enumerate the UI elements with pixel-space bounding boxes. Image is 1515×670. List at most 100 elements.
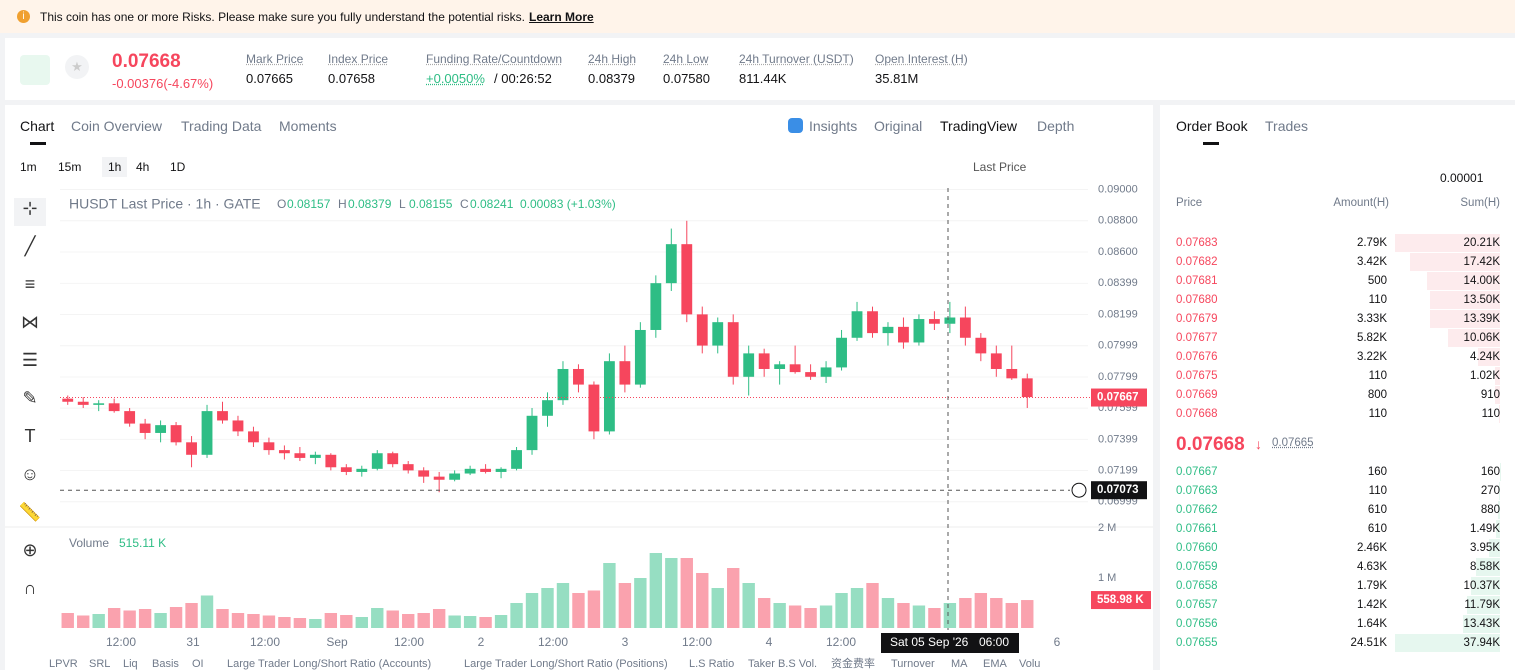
order-amount: 3.22K [1356, 351, 1387, 363]
ohlc-change: 0.00083 (+1.03%) [520, 197, 616, 211]
order-amount: 1.42K [1356, 599, 1387, 611]
drawing-tool[interactable]: ⊕ [22, 540, 38, 560]
candle-body [665, 244, 677, 284]
drawing-tool[interactable]: ✎ [22, 388, 38, 408]
drawing-tool[interactable]: ⋈ [21, 312, 39, 332]
order-price[interactable]: 0.07668 [1176, 408, 1218, 420]
candle-body [464, 468, 476, 474]
order-price[interactable]: 0.07679 [1176, 313, 1218, 325]
order-price[interactable]: 0.07659 [1176, 561, 1218, 573]
drawing-tool[interactable]: ⊹ [14, 198, 46, 226]
ohlc-key: H [338, 197, 347, 211]
chart-tab[interactable]: Trading Data [181, 118, 262, 134]
order-amount: 3.42K [1356, 256, 1387, 268]
volume-bar [432, 609, 446, 628]
volume-bar [959, 598, 972, 628]
order-sum: 910 [1480, 389, 1500, 401]
order-price[interactable]: 0.07681 [1176, 275, 1218, 287]
order-price[interactable]: 0.07669 [1176, 389, 1218, 401]
order-book-tab[interactable]: Trades [1265, 118, 1309, 134]
stat-value: 0.08379 [588, 71, 635, 86]
order-price[interactable]: 0.07663 [1176, 485, 1218, 497]
drawing-tool[interactable]: 📏 [18, 502, 42, 522]
order-price[interactable]: 0.07676 [1176, 351, 1218, 363]
drawing-tool[interactable]: ≡ [24, 274, 36, 294]
indicator-tab: EMA [983, 658, 1008, 670]
volume-bar [371, 608, 384, 628]
view-tab[interactable]: Original [874, 118, 923, 134]
order-price[interactable]: 0.07682 [1176, 256, 1218, 268]
last-price: 0.07668 [112, 51, 181, 72]
volume-bar [990, 598, 1003, 628]
x-tick-label: 12:00 [106, 635, 136, 649]
chart-tab[interactable]: Moments [279, 118, 337, 134]
chart-tab[interactable]: Coin Overview [71, 118, 163, 134]
drawing-tool[interactable]: T [24, 426, 36, 446]
candle-body [402, 464, 414, 471]
candle-body [356, 468, 368, 472]
candle-body [836, 337, 847, 368]
depth-bar [1495, 386, 1500, 404]
volume-value: 515.11 K [119, 536, 166, 550]
volume-bar [696, 573, 709, 628]
order-price[interactable]: 0.07677 [1176, 332, 1218, 344]
order-price[interactable]: 0.07662 [1176, 504, 1218, 516]
view-tab[interactable]: TradingView [940, 118, 1018, 134]
candle-body [124, 411, 136, 424]
candle-body [975, 337, 987, 354]
candle-body [201, 411, 213, 455]
interval-button[interactable]: 1h [102, 157, 128, 177]
price-type-select[interactable]: Last Price [973, 160, 1027, 174]
interval-button[interactable]: 1D [170, 160, 186, 174]
interval-button[interactable]: 15m [58, 160, 82, 174]
cursor-price-tag [1091, 481, 1147, 500]
interval-button[interactable]: 4h [136, 160, 150, 174]
order-amount: 110 [1368, 370, 1387, 382]
candle-body [217, 411, 228, 421]
volume-bar [123, 610, 136, 628]
learn-more-link[interactable]: Learn More [529, 10, 594, 24]
volume-bar [1005, 603, 1018, 628]
volume-bar [541, 588, 554, 628]
drawing-tool[interactable]: ╱ [24, 236, 36, 256]
drawing-tool[interactable]: ☺ [20, 464, 40, 484]
order-amount: 500 [1367, 275, 1387, 287]
order-price[interactable]: 0.07683 [1176, 237, 1218, 249]
order-amount: 1.79K [1356, 580, 1387, 592]
cursor-clock: 06:00 [979, 635, 1009, 649]
candle-body [898, 326, 909, 343]
precision-select[interactable]: 0.00001 [1440, 171, 1484, 185]
depth-bar [1499, 482, 1500, 500]
order-price[interactable]: 0.07655 [1176, 637, 1218, 649]
mid-price: 0.07668 [1176, 434, 1245, 455]
volume-tick-label: 2 M [1098, 522, 1116, 534]
volume-bar [417, 613, 430, 628]
volume-bar [463, 616, 477, 628]
interval-button[interactable]: 1m [20, 160, 37, 174]
view-tab[interactable]: Insights [809, 118, 858, 134]
view-tab[interactable]: Depth [1037, 118, 1075, 134]
order-price[interactable]: 0.07667 [1176, 466, 1218, 478]
order-price[interactable]: 0.07657 [1176, 599, 1218, 611]
chart-tab[interactable]: Chart [20, 118, 55, 134]
order-price[interactable]: 0.07658 [1176, 580, 1218, 592]
volume-bar [727, 568, 740, 628]
volume-bar [216, 609, 229, 628]
volume-bar [881, 598, 895, 628]
order-price[interactable]: 0.07675 [1176, 370, 1218, 382]
depth-bar [1395, 634, 1500, 652]
order-price[interactable]: 0.07680 [1176, 294, 1218, 306]
drawing-tool[interactable]: ☰ [21, 350, 39, 370]
stat-label: Open Interest (H) [875, 52, 968, 66]
order-price[interactable]: 0.07661 [1176, 523, 1218, 535]
favorite-star[interactable]: ★ [65, 55, 89, 79]
order-sum: 11.79K [1464, 599, 1500, 611]
drawing-tool[interactable]: ∩ [23, 578, 37, 598]
volume-bar [804, 608, 817, 628]
order-book-tab[interactable]: Order Book [1176, 118, 1248, 134]
order-price[interactable]: 0.07656 [1176, 618, 1218, 630]
volume-bar [92, 614, 105, 628]
order-price[interactable]: 0.07660 [1176, 542, 1218, 554]
volume-tag-label: 558.98 K [1097, 594, 1144, 606]
